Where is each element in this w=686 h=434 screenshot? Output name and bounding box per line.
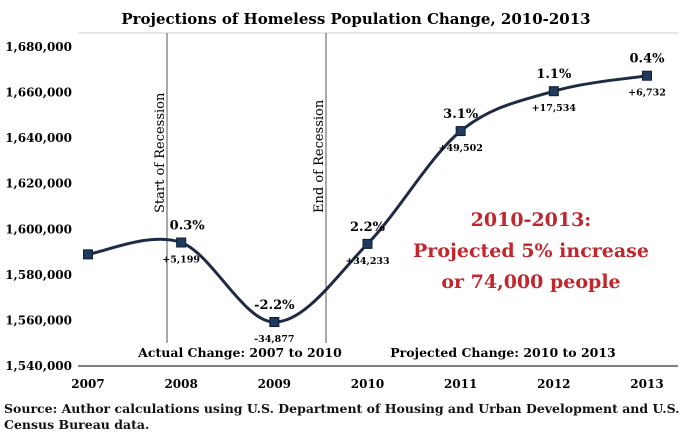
actual-change-label: Actual Change: 2007 to 2010	[137, 345, 342, 360]
x-tick-label: 2007	[71, 377, 104, 391]
data-point-marker	[548, 86, 559, 97]
x-tick-label: 2009	[258, 377, 291, 391]
callout-line-1: 2010-2013:	[471, 209, 592, 231]
absolute-change-label: +17,534	[532, 103, 577, 114]
percent-change-label: 0.3%	[170, 219, 206, 234]
absolute-change-label: +6,732	[628, 88, 666, 99]
x-tick-label: 2011	[444, 377, 477, 391]
data-point-marker	[176, 237, 187, 248]
y-tick-label: 1,620,000	[5, 177, 72, 191]
x-tick-label: 2008	[164, 377, 197, 391]
absolute-change-label: +5,199	[162, 255, 200, 266]
end-recession-label: End of Recession	[312, 99, 327, 213]
y-tick-label: 1,600,000	[5, 222, 72, 236]
percent-change-label: -2.2%	[254, 298, 295, 313]
data-point-marker	[269, 317, 280, 328]
y-tick-label: 1,540,000	[5, 359, 72, 373]
data-point-marker	[362, 238, 373, 249]
percent-change-label: 2.2%	[350, 220, 386, 235]
y-tick-label: 1,680,000	[5, 40, 72, 54]
percent-change-label: 3.1%	[443, 107, 479, 122]
absolute-change-label: -34,877	[254, 334, 294, 345]
data-point-marker	[83, 249, 93, 260]
x-tick-label: 2013	[630, 377, 663, 391]
x-tick-label: 2010	[351, 377, 384, 391]
callout-line-3: or 74,000 people	[441, 271, 620, 293]
y-tick-label: 1,580,000	[5, 268, 72, 282]
y-tick-label: 1,660,000	[5, 86, 72, 100]
y-tick-label: 1,560,000	[5, 313, 72, 327]
callout-line-2: Projected 5% increase	[413, 240, 649, 262]
source-note: Source: Author calculations using U.S. D…	[4, 401, 680, 432]
callout: 2010-2013: Projected 5% increase or 74,0…	[413, 209, 649, 293]
data-point-marker	[642, 70, 652, 81]
start-recession-label: Start of Recession	[153, 92, 168, 213]
percent-change-label: 0.4%	[630, 52, 666, 67]
data-point-marker	[455, 126, 466, 137]
x-tick-label: 2012	[537, 377, 570, 391]
chart-title: Projections of Homeless Population Chang…	[121, 10, 590, 28]
percent-change-label: 1.1%	[536, 67, 572, 82]
projected-change-label: Projected Change: 2010 to 2013	[390, 345, 616, 360]
y-tick-label: 1,640,000	[5, 131, 72, 145]
absolute-change-label: +49,502	[439, 143, 483, 154]
absolute-change-label: +34,233	[345, 256, 389, 267]
